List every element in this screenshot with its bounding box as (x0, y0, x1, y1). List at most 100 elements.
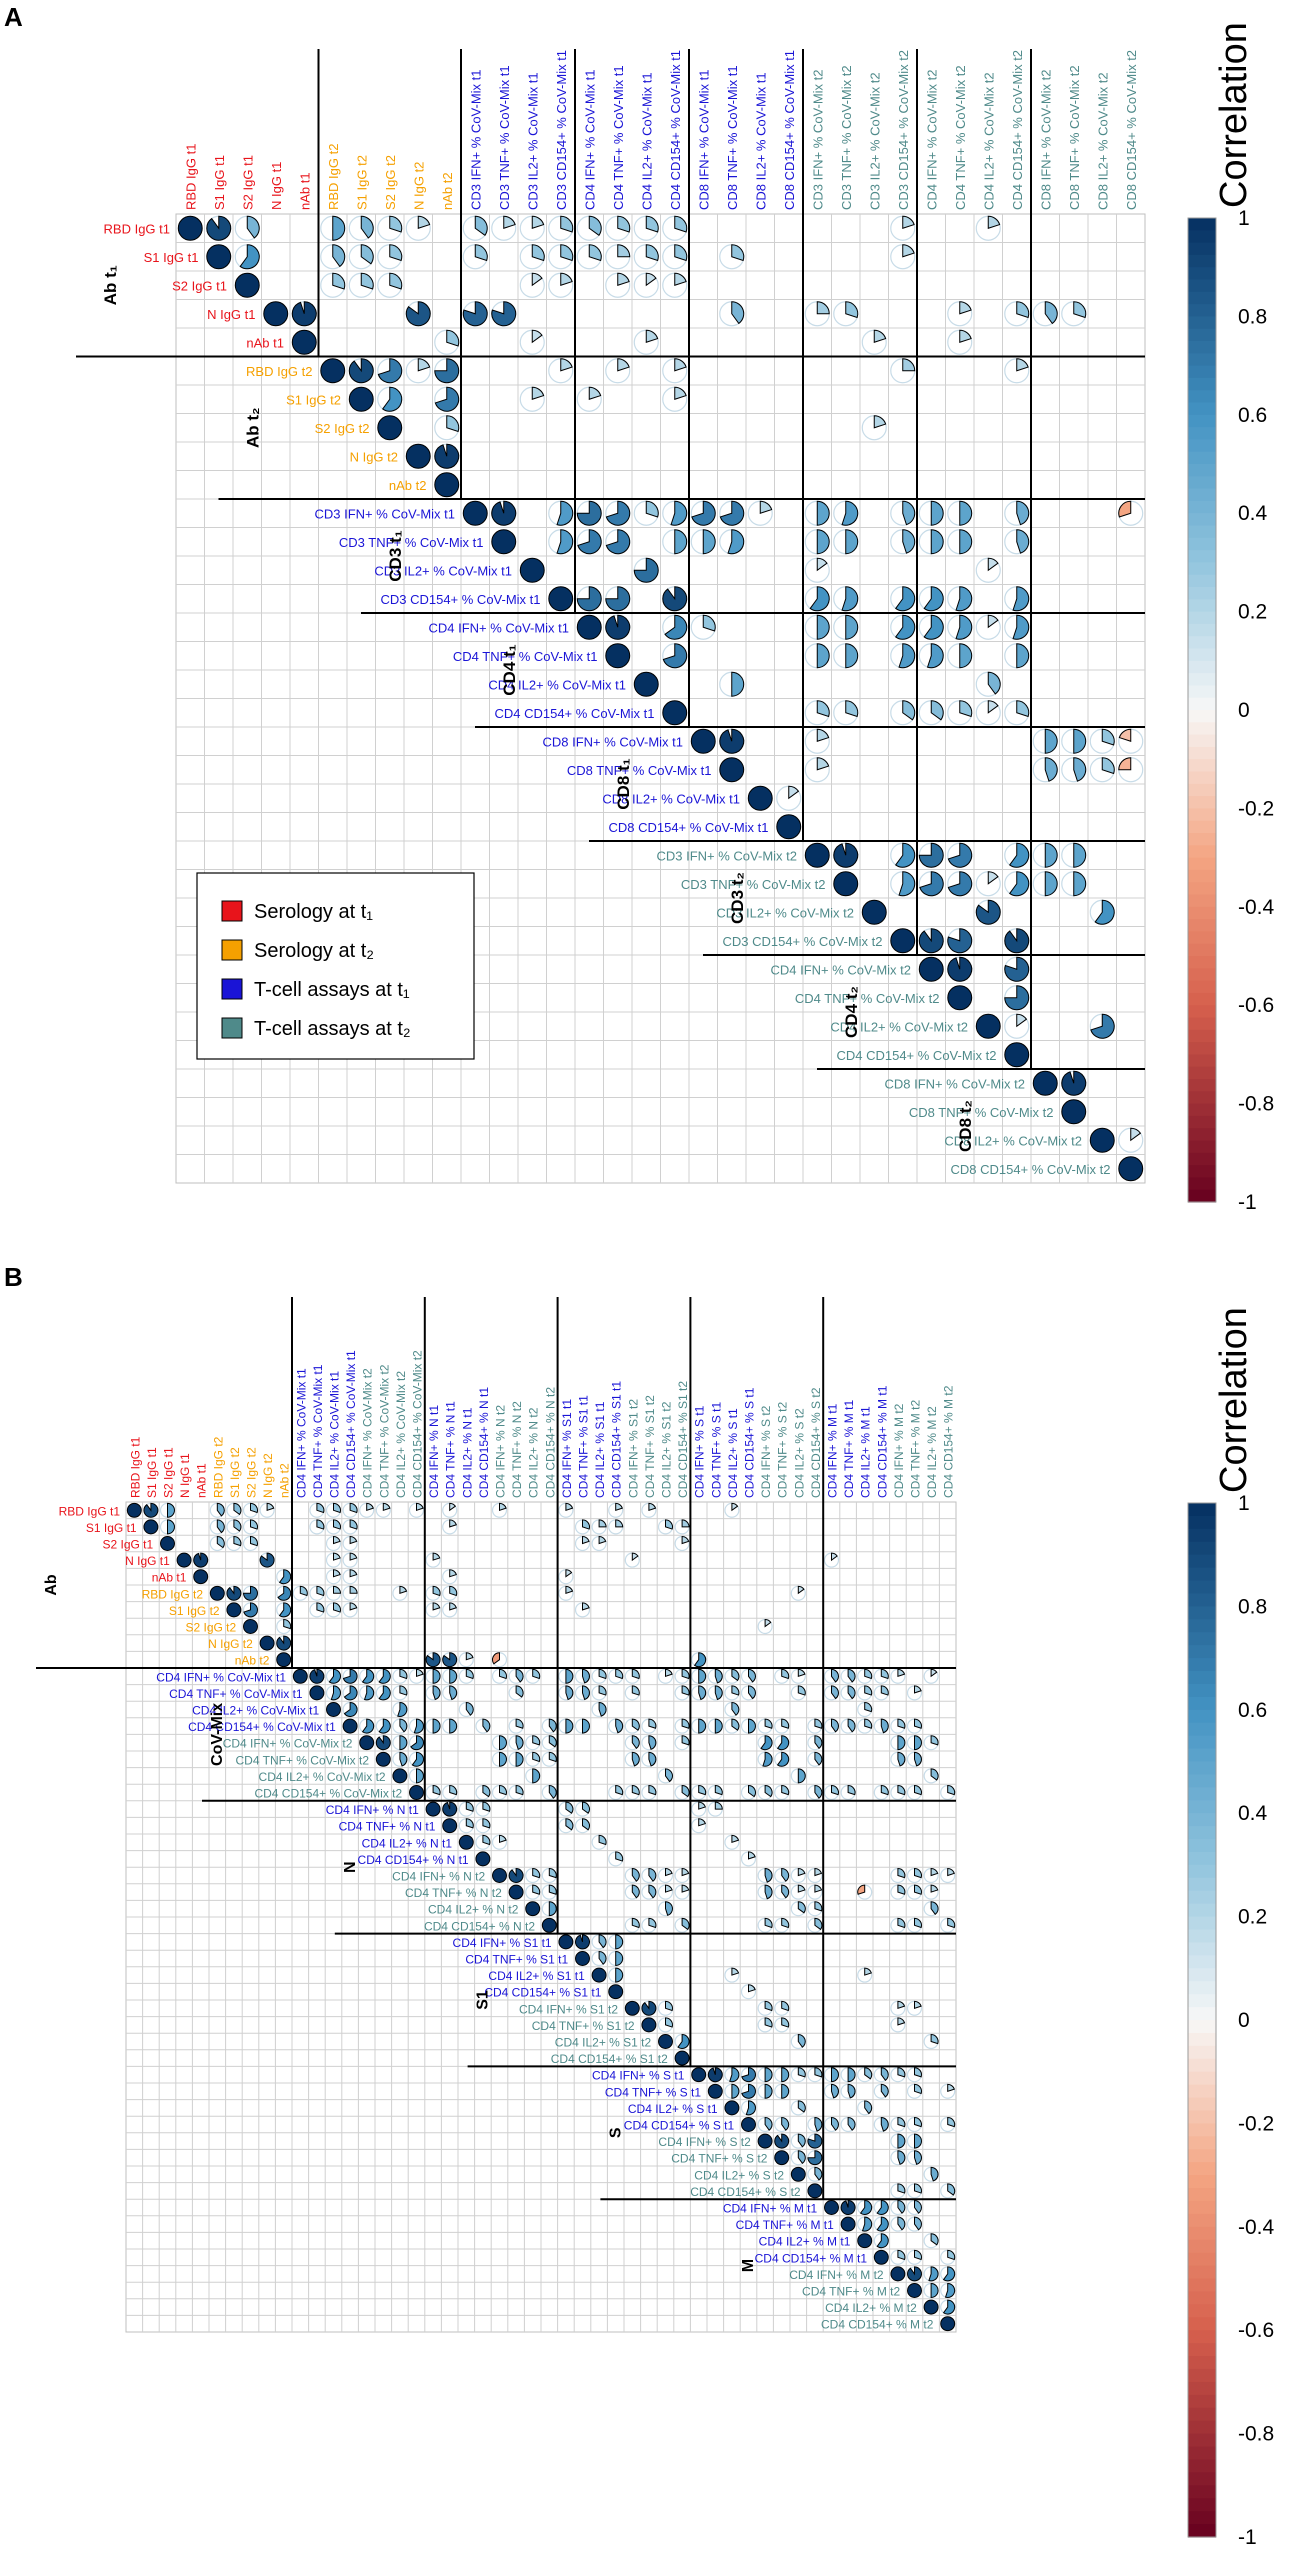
diagonal-cell (662, 700, 688, 726)
correlation-cell (442, 1718, 458, 1734)
correlation-cell (890, 2150, 906, 2166)
row-label: CD4 IL2+ % M t2 (825, 2301, 917, 2315)
row-label: CD4 IL2+ % S1 t2 (555, 2036, 652, 2050)
correlation-cell (940, 2249, 956, 2265)
column-label: CD4 IL2+ % CoV-Mix t1 (328, 1371, 342, 1498)
cell-pie (389, 272, 403, 290)
correlation-cell (558, 1818, 574, 1834)
column-label: CD4 TNF+ % S1 t2 (643, 1395, 657, 1498)
correlation-cell (740, 2083, 757, 2099)
cell-pie (548, 1751, 557, 1763)
column-label: CD4 CD154+ % CoV-Mix t1 (344, 1350, 358, 1498)
colorbar-band (1188, 537, 1216, 551)
cell-pie (930, 700, 944, 721)
correlation-cell (662, 614, 688, 640)
cell-pie (781, 2083, 789, 2099)
cell-pie (914, 1785, 922, 1796)
diagonal-cell (458, 1834, 474, 1850)
correlation-cell (259, 1552, 275, 1568)
correlation-cell (857, 1685, 873, 1701)
colorbar-band (1188, 2381, 1216, 2396)
cell-pie (781, 2000, 790, 2012)
correlation-cell (690, 614, 716, 640)
column-label: CD4 CD154+ % CoV-Mix t1 (668, 50, 683, 210)
correlation-cell (890, 2216, 906, 2232)
colorbar-band (1188, 562, 1216, 576)
cell-pie (814, 1751, 823, 1766)
diagonal-cell (519, 557, 545, 583)
correlation-cell (740, 2100, 757, 2116)
cell-pie (515, 1685, 524, 1698)
cell-pie (702, 529, 716, 555)
correlation-cell (657, 1768, 674, 1784)
correlation-cell (624, 1917, 640, 1933)
correlation-cell (442, 1685, 458, 1701)
column-label: CD8 CD154+ % CoV-Mix t2 (1124, 50, 1139, 210)
colorbar-band (1188, 464, 1216, 477)
column-label: CD4 IFN+ % CoV-Mix t1 (582, 69, 597, 210)
correlation-cell (947, 529, 973, 555)
cell-pie (633, 557, 659, 583)
cell-pie (532, 1668, 541, 1680)
cell-pie (930, 2166, 939, 2182)
cell-pie (674, 215, 688, 233)
correlation-cell (975, 557, 1001, 583)
group-title: S1 (475, 1990, 492, 2010)
cell-pie (233, 1502, 242, 1516)
cell-pie (831, 1668, 839, 1683)
row-label: nAb t1 (246, 335, 284, 350)
cell-pie (864, 1668, 873, 1680)
correlation-cell (159, 1502, 176, 1518)
diagonal-cell (492, 1868, 507, 1883)
correlation-cell (475, 1834, 491, 1850)
column-label: CD4 IL2+ % S1 t1 (593, 1401, 607, 1498)
cell-pie (897, 1884, 906, 1895)
correlation-cell (491, 1784, 508, 1801)
cell-pie (781, 1718, 790, 1729)
cell-pie (880, 1785, 889, 1796)
correlation-cell (1118, 757, 1144, 783)
colorbar-band (1188, 1774, 1216, 1788)
correlation-cell (1089, 728, 1115, 754)
cell-pie (348, 358, 374, 384)
correlation-cell (342, 1585, 358, 1601)
cell-pie (432, 1668, 441, 1684)
correlation-cell (833, 529, 859, 555)
cell-pie (531, 244, 545, 262)
cell-pie (947, 2183, 956, 2196)
colorbar-band (1188, 2136, 1216, 2150)
correlation-cell (840, 1685, 856, 1701)
colorbar-tick-label: -1 (1238, 1191, 1257, 1214)
cell-pie (674, 529, 688, 555)
correlation-cell (425, 1784, 441, 1801)
correlation-cell (804, 557, 830, 583)
cell-pie (548, 1884, 557, 1895)
correlation-cell (408, 1718, 425, 1734)
cell-pie (515, 1718, 524, 1729)
correlation-cell (458, 1701, 474, 1718)
cell-pie (691, 500, 716, 526)
cell-pie (442, 1801, 458, 1817)
cell-pie (914, 2083, 922, 2095)
correlation-cell (674, 1685, 690, 1701)
cell-pie (914, 1751, 922, 1767)
cell-pie (914, 1735, 922, 1751)
correlation-cell (890, 2116, 906, 2133)
correlation-cell (657, 2000, 674, 2016)
correlation-cell (857, 1701, 873, 1718)
diagonal-cell (861, 899, 887, 925)
correlation-cell (923, 1735, 939, 1751)
cell-pie (648, 1751, 657, 1767)
cell-pie (615, 1668, 624, 1680)
cell-pie (809, 586, 830, 612)
correlation-cell (242, 1502, 259, 1518)
correlation-cell (918, 643, 944, 669)
correlation-cell (719, 244, 745, 270)
cell-pie (845, 700, 859, 718)
cell-pie (631, 1685, 640, 1696)
correlation-cell (525, 1884, 541, 1900)
correlation-cell (873, 2216, 889, 2232)
cell-pie (797, 1884, 806, 1893)
column-label: CD4 IFN+ % S1 t1 (560, 1399, 574, 1498)
correlation-cell (525, 1768, 541, 1784)
